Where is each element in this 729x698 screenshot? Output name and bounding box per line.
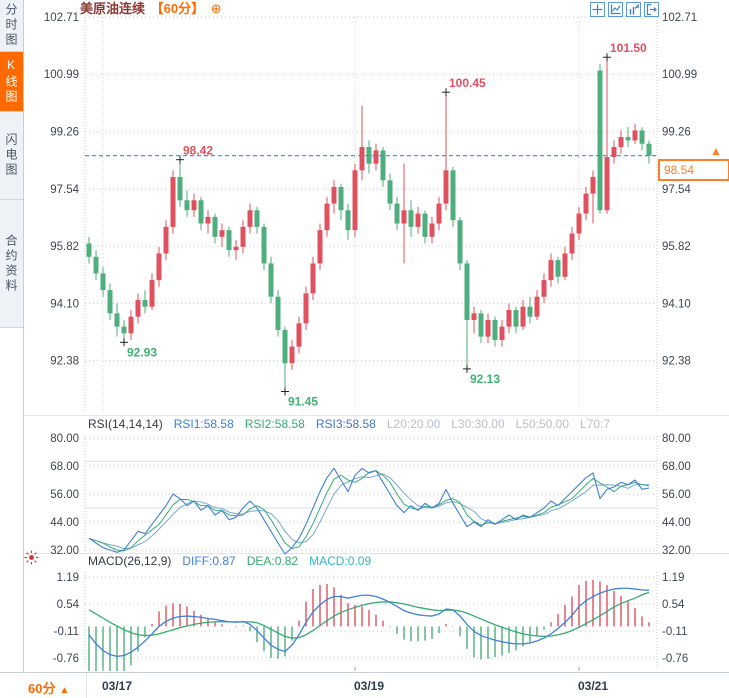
legend-item: RSI2:58.58: [244, 417, 305, 431]
time-axis-label: 03/19: [353, 679, 385, 693]
axis-label: 97.54: [50, 184, 79, 196]
rsi-name: RSI(14,14,14): [88, 417, 163, 431]
axis-label: -0.76: [53, 653, 79, 665]
legend-item: DIFF:0.87: [182, 554, 236, 568]
panel-dividers: [24, 415, 729, 554]
price-annotation-label: 98.42: [183, 144, 213, 158]
legend-item: RSI1:58.58: [173, 417, 234, 431]
axis-label: 44.00: [662, 517, 691, 529]
add-indicator-icon[interactable]: ⊕: [210, 1, 222, 16]
period-selector-button[interactable]: 60分 ▲: [28, 678, 69, 697]
price-annotations: 92.93 98.42 91.45 100.45 92.13 101.50: [120, 41, 647, 409]
axis-label: -0.11: [54, 626, 79, 638]
legend-item: RSI3:58.58: [315, 417, 376, 431]
axis-label: -0.76: [662, 653, 688, 665]
axis-label: 92.38: [662, 356, 691, 368]
axis-label: 44.00: [50, 517, 79, 529]
axis-label: 80.00: [662, 433, 691, 445]
instrument-name: 美原油连续: [80, 1, 146, 16]
axis-label: 80.00: [50, 433, 79, 445]
candles: [86, 57, 652, 392]
legend-item: L30:30.00: [451, 417, 505, 431]
rsi-panel: 80.00 80.00 68.00 68.00 56.00 56.00 44.00 44.00…: [50, 433, 691, 557]
axis-label: 95.82: [662, 241, 691, 253]
axis-label: 56.00: [50, 489, 79, 501]
axis-label: 1.19: [57, 572, 79, 584]
exit-icon[interactable]: [644, 2, 659, 17]
period-dropdown-arrow-icon: ▲: [59, 685, 70, 696]
axis-label: 68.00: [662, 461, 691, 473]
price-axis-labels: 102.71 102.71 100.99 100.99 99.26 99.26 97.54 9…: [44, 12, 697, 368]
axis-label: 99.26: [662, 127, 691, 139]
axis-label: 97.54: [662, 184, 691, 196]
time-axis-label: 03/17: [101, 679, 133, 693]
crosshair-icon[interactable]: [590, 2, 605, 17]
axis-label: 99.26: [50, 127, 79, 139]
price-annotation-label: 92.13: [470, 372, 500, 386]
axis-label: 102.71: [44, 12, 79, 24]
legend-item: L50:50.00: [515, 417, 570, 431]
current-price-tag: 98.54: [658, 158, 729, 181]
period-tag: 【60分】: [150, 1, 205, 16]
macd-settings-icon[interactable]: [24, 550, 39, 570]
axis-label: 92.38: [50, 356, 79, 368]
legend-item: L70:7: [580, 417, 611, 431]
axis-label: 94.10: [50, 298, 79, 310]
rsi-legend[interactable]: RSI(14,14,14) RSI1:58.58 RSI2:58.58 RSI3:5…: [88, 417, 610, 431]
chart-toolbar: [590, 2, 659, 17]
axis-label: -0.11: [662, 626, 687, 638]
axis-label: 0.54: [662, 599, 685, 611]
axis-label: 68.00: [50, 461, 79, 473]
sidebar-item-kline-chart[interactable]: K线图: [0, 52, 23, 112]
time-axis-label: 03/21: [577, 679, 609, 693]
axis-label: 0.54: [57, 599, 80, 611]
axis-label: 32.00: [50, 545, 79, 557]
axis-label: 56.00: [662, 489, 691, 501]
legend-item: MACD:0.09: [309, 554, 372, 568]
time-axis-bar: 60分 ▲ 03/17 03/19 03/21: [0, 672, 729, 698]
chart-type-sidebar: 分时图 K线图 闪电图 合约资料: [0, 0, 24, 672]
price-annotation-label: 100.45: [449, 76, 486, 90]
sidebar-item-contract-info[interactable]: 合约资料: [0, 200, 23, 328]
period-label: 60分: [28, 681, 56, 696]
axis-label: 100.99: [44, 69, 79, 81]
sidebar-item-lightning-chart[interactable]: 闪电图: [0, 112, 23, 200]
axis-label: 94.10: [662, 298, 691, 310]
axis-label: 100.99: [662, 69, 697, 81]
chart-style-icon[interactable]: [626, 2, 641, 17]
sidebar-item-time-chart[interactable]: 分时图: [0, 0, 23, 52]
macd-histogram: [88, 579, 650, 671]
indicator-window-icon[interactable]: [608, 2, 623, 17]
price-annotation-label: 91.45: [288, 395, 318, 409]
main-gridlines: [84, 16, 658, 668]
macd-panel: 1.19 1.19 0.54 0.54 -0.11 -0.11 -0.76 -0.76: [53, 572, 688, 665]
legend-item: DEA:0.82: [246, 554, 299, 568]
current-price-arrow: ▲: [710, 143, 722, 158]
axis-label: 102.71: [662, 12, 697, 24]
axis-label: 1.19: [662, 572, 684, 584]
axis-label: 95.82: [50, 241, 79, 253]
macd-legend[interactable]: MACD(26,12,9) DIFF:0.87 DEA:0.82 MACD:0.09: [88, 554, 371, 568]
legend-item: L20:20.00: [386, 417, 441, 431]
macd-name: MACD(26,12,9): [88, 554, 172, 568]
macd-lines: [88, 587, 650, 657]
price-annotation-label: 101.50: [610, 41, 647, 55]
time-ticks: [102, 667, 580, 671]
price-annotation-label: 92.93: [127, 345, 157, 359]
axis-label: 32.00: [662, 545, 691, 557]
chart-title: 美原油连续 【60分】 ⊕: [80, 1, 222, 17]
chart-canvas[interactable]: 102.71 102.71 100.99 100.99 99.26 99.26 97.54 9…: [0, 0, 729, 672]
axis-separator: [86, 673, 87, 698]
